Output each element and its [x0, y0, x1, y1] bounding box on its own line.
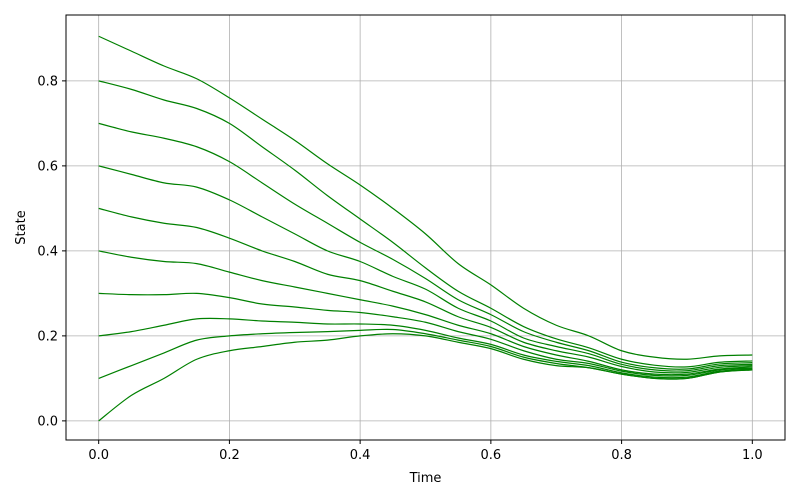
x-tick-label: 0.4: [350, 448, 371, 463]
y-tick-label: 0.4: [37, 244, 58, 259]
x-tick-label: 0.8: [611, 448, 632, 463]
series-line-5: [98, 250, 753, 376]
x-tick-label: 0.0: [88, 448, 109, 463]
y-tick-label: 0.8: [37, 74, 58, 89]
series-line-2: [98, 328, 753, 380]
series-group: [98, 35, 753, 422]
x-tick-label: 0.2: [219, 448, 240, 463]
y-tick-label: 0.2: [37, 329, 58, 344]
series-line-3: [98, 317, 753, 379]
x-tick-label: 0.6: [481, 448, 502, 463]
ticks: 0.0 0.2 0.4 0.6 0.8 1.0 0.0 0.2 0.4 0.6 0.8: [37, 74, 762, 463]
y-tick-label: 0.6: [37, 159, 58, 174]
plot-frame: [65, 14, 786, 441]
series-line-7: [98, 165, 753, 372]
y-axis-label: State: [14, 210, 29, 244]
series-line-10: [98, 35, 753, 360]
x-axis-label: Time: [409, 471, 442, 486]
series-line-4: [98, 292, 753, 377]
series-line-8: [98, 122, 753, 370]
y-tick-label: 0.0: [37, 414, 58, 429]
series-line-9: [98, 80, 753, 368]
series-line-6: [98, 207, 753, 374]
grid: [66, 15, 785, 440]
x-tick-label: 1.0: [742, 448, 763, 463]
